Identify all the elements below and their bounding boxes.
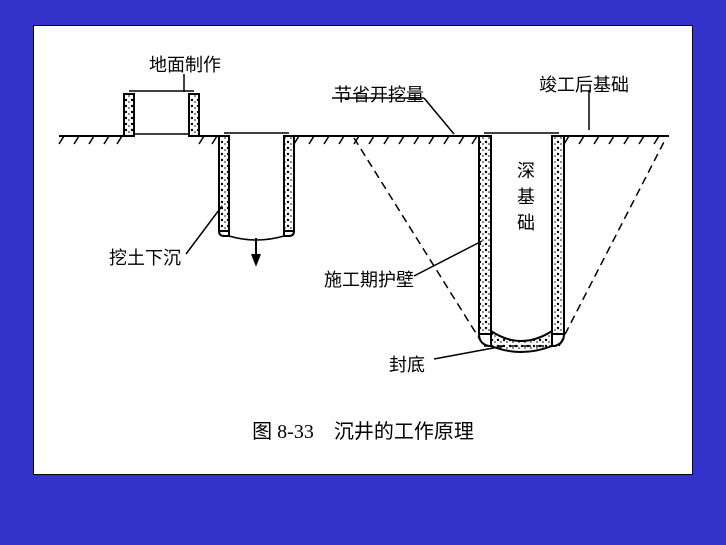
- well-2: [219, 133, 294, 264]
- caption-number: 图 8-33: [252, 421, 314, 443]
- caption: 图 8-33 沉井的工作原理: [34, 415, 692, 444]
- ground-line: [59, 136, 669, 144]
- well-1: [124, 91, 199, 136]
- label-saving-excavation: 节省开挖量: [334, 81, 424, 107]
- label-completed-foundation: 竣工后基础: [539, 71, 629, 97]
- label-ground-fab: 地面制作: [149, 51, 221, 77]
- label-deep-foundation: 深基础: [512, 161, 538, 239]
- caption-title: 沉井的工作原理: [334, 421, 474, 443]
- diagram-frame: 地面制作 节省开挖量 竣工后基础 挖土下沉 施工期护壁 封底 深基础 图 8-3…: [33, 25, 693, 475]
- label-construction-wall: 施工期护壁: [324, 266, 414, 292]
- excavation-outline: [354, 138, 666, 346]
- label-seal-bottom: 封底: [389, 351, 425, 377]
- label-excavate-sink: 挖土下沉: [109, 244, 181, 270]
